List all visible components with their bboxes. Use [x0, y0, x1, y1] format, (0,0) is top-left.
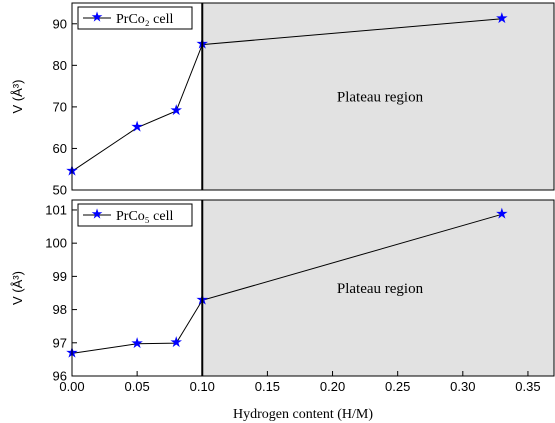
- y-tick-label: 99: [53, 269, 67, 284]
- y-tick-label: 80: [53, 58, 67, 73]
- y-tick-label: 98: [53, 302, 67, 317]
- legend: ★ PrCo₂ cell: [77, 6, 193, 30]
- x-tick-label: 0.00: [59, 379, 84, 394]
- x-tick-label: 0.20: [320, 379, 345, 394]
- legend-label: PrCo₅ cell: [116, 209, 173, 224]
- series-line: [71, 213, 503, 354]
- x-axis-ticks: 0.00 0.05 0.10 0.15 0.20 0.25 0.30 0.35: [59, 371, 541, 394]
- y-tick-label: 70: [53, 99, 67, 114]
- series-marks: ★★★★★: [65, 11, 508, 180]
- legend-box: [77, 203, 193, 227]
- plateau-region-shade: [202, 3, 554, 190]
- y-axis-label: V (Å³): [10, 271, 25, 305]
- y-tick-label: 100: [45, 236, 67, 251]
- data-point-star: ★: [495, 11, 508, 27]
- x-tick-label: 0.30: [450, 379, 475, 394]
- y-tick-label: 60: [53, 141, 67, 156]
- x-tick-label: 0.15: [255, 379, 280, 394]
- data-point-star: ★: [130, 120, 143, 136]
- series-line: [71, 18, 502, 172]
- y-tick-label: 101: [45, 202, 67, 217]
- y-axis-label: V (Å³): [10, 80, 25, 114]
- data-point-star: ★: [169, 335, 182, 351]
- legend-label: PrCo₂ cell: [116, 12, 173, 27]
- legend: ★ PrCo₅ cell: [77, 203, 193, 227]
- y-tick-label: 90: [53, 16, 67, 31]
- x-tick-label: 0.35: [515, 379, 540, 394]
- data-point-star: ★: [130, 336, 143, 352]
- y-tick-label: 96: [53, 369, 67, 384]
- plateau-annotation: Plateau region: [337, 281, 424, 297]
- plateau-annotation: Plateau region: [337, 90, 424, 106]
- y-tick-label: 97: [53, 335, 67, 350]
- legend-box: [77, 6, 193, 30]
- legend-star-marker: ★: [91, 208, 104, 223]
- y-axis-ticks: 50 60 70 80 90: [53, 16, 77, 198]
- plot-frame: [71, 2, 555, 191]
- y-tick-label: 50: [53, 183, 67, 198]
- y-axis-ticks: 96 97 98 99 100 101: [45, 202, 77, 384]
- x-axis-label: Hydrogen content (H/M): [233, 407, 373, 422]
- x-tick-label: 0.25: [385, 379, 410, 394]
- x-tick-label: 0.05: [124, 379, 149, 394]
- plot-frame: [71, 199, 555, 377]
- data-point-star: ★: [169, 103, 182, 119]
- legend-star-marker: ★: [91, 11, 104, 26]
- x-tick-label: 0.10: [190, 379, 215, 394]
- plateau-region-shade: [202, 200, 554, 376]
- data-point-star: ★: [495, 206, 508, 222]
